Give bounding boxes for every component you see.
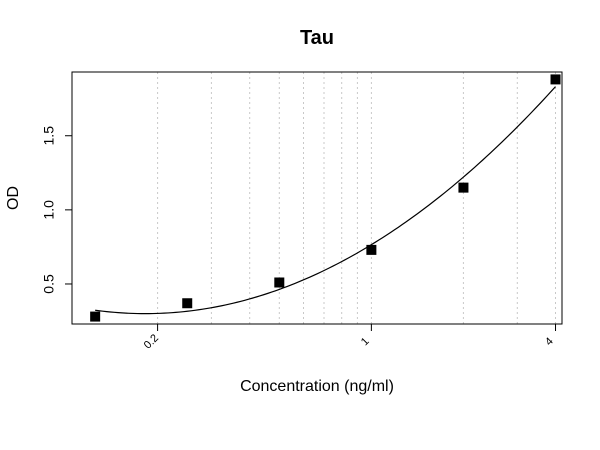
x-axis-label: Concentration (ng/ml) [240,378,394,395]
y-axis: 0.5 1.0 1.5 [41,126,72,294]
data-point [182,298,193,309]
data-point [550,74,561,85]
y-axis-label: OD [5,186,22,210]
y-tick-label: 0.5 [41,274,57,294]
x-tick-label: 1 [359,335,372,348]
data-point [274,277,285,288]
x-tick-label: 4 [543,335,556,348]
chart-title: Tau [300,27,334,49]
x-tick-label: 0.2 [142,332,161,351]
x-axis: 0.2 1 4 [142,324,557,352]
plot-frame [71,71,563,325]
data-point [458,182,469,193]
y-tick-label: 1.5 [41,126,57,146]
fit-curve [95,86,556,315]
grid [157,72,556,324]
y-tick-label: 1.0 [41,200,57,220]
data-point [366,244,377,255]
data-point [90,311,101,322]
data-points [90,74,561,322]
